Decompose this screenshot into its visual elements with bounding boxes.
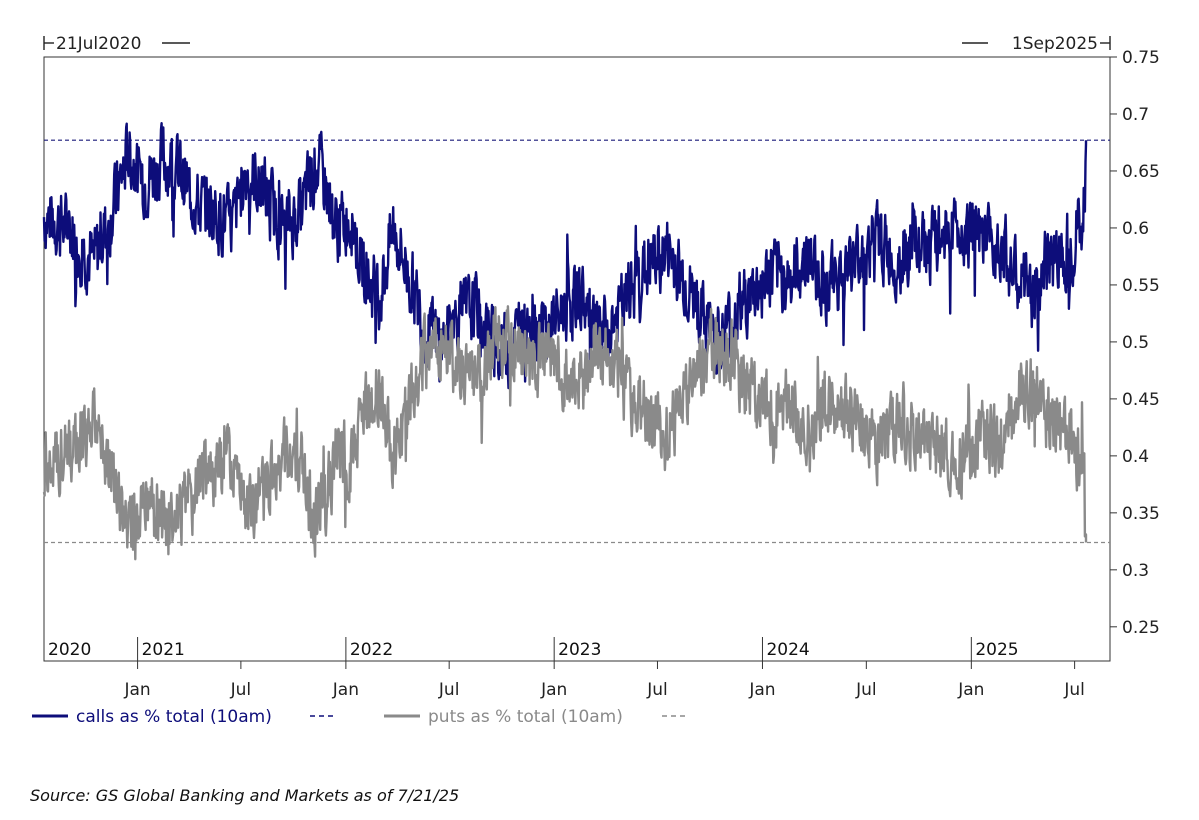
x-tick-label: Jul (1063, 680, 1085, 700)
reference-lines (44, 139, 1110, 544)
range-start-label: 21Jul2020 (56, 34, 141, 54)
legend-label: calls as % total (10am) (76, 707, 272, 727)
plot-frame (43, 56, 1111, 662)
y-tick-label: 0.65 (1122, 162, 1160, 182)
x-tick-label: Jul (230, 680, 252, 700)
y-tick-label: 0.6 (1122, 219, 1149, 239)
y-tick-label: 0.75 (1122, 48, 1160, 68)
year-label: 2024 (766, 640, 809, 660)
source-note: Source: GS Global Banking and Markets as… (30, 786, 460, 805)
x-tick-label: Jan (748, 680, 775, 700)
y-tick-label: 0.7 (1122, 105, 1149, 125)
x-tick-label: Jul (855, 680, 877, 700)
year-labels: 2020 2021 2022 2023 2024 2025 (48, 637, 1019, 661)
x-tick-label: Jan (332, 680, 359, 700)
y-tick-label: 0.45 (1122, 390, 1160, 410)
date-range-markers: 21Jul2020 1Sep2025 (43, 34, 1111, 54)
y-tick-label: 0.35 (1122, 504, 1160, 524)
legend-label: puts as % total (10am) (428, 707, 623, 727)
y-axis: 0.25 0.3 0.35 0.4 0.45 0.5 0.55 0.6 0.65 0.7 0.75 (1110, 48, 1160, 638)
year-label: 2025 (975, 640, 1018, 660)
x-tick-label: Jan (123, 680, 150, 700)
range-end-label: 1Sep2025 (1012, 34, 1098, 54)
series-layer (42, 122, 1088, 561)
x-tick-label: Jul (646, 680, 668, 700)
series-line-calls (42, 122, 1088, 390)
year-label: 2022 (350, 640, 393, 660)
y-tick-label: 0.25 (1122, 618, 1160, 638)
x-axis: Jan Jul Jan Jul Jan Jul Jan Jul Jan Jul (123, 661, 1085, 700)
x-tick-label: Jan (540, 680, 567, 700)
legend: calls as % total (10am) puts as % total (… (32, 707, 689, 727)
y-tick-label: 0.4 (1122, 447, 1149, 467)
y-tick-label: 0.5 (1122, 333, 1149, 353)
year-label: 2020 (48, 640, 91, 660)
x-tick-label: Jan (957, 680, 984, 700)
year-label: 2023 (558, 640, 601, 660)
y-tick-label: 0.55 (1122, 276, 1160, 296)
x-tick-label: Jul (438, 680, 460, 700)
y-tick-label: 0.3 (1122, 561, 1149, 581)
series-line-puts (42, 305, 1088, 561)
year-label: 2021 (142, 640, 185, 660)
